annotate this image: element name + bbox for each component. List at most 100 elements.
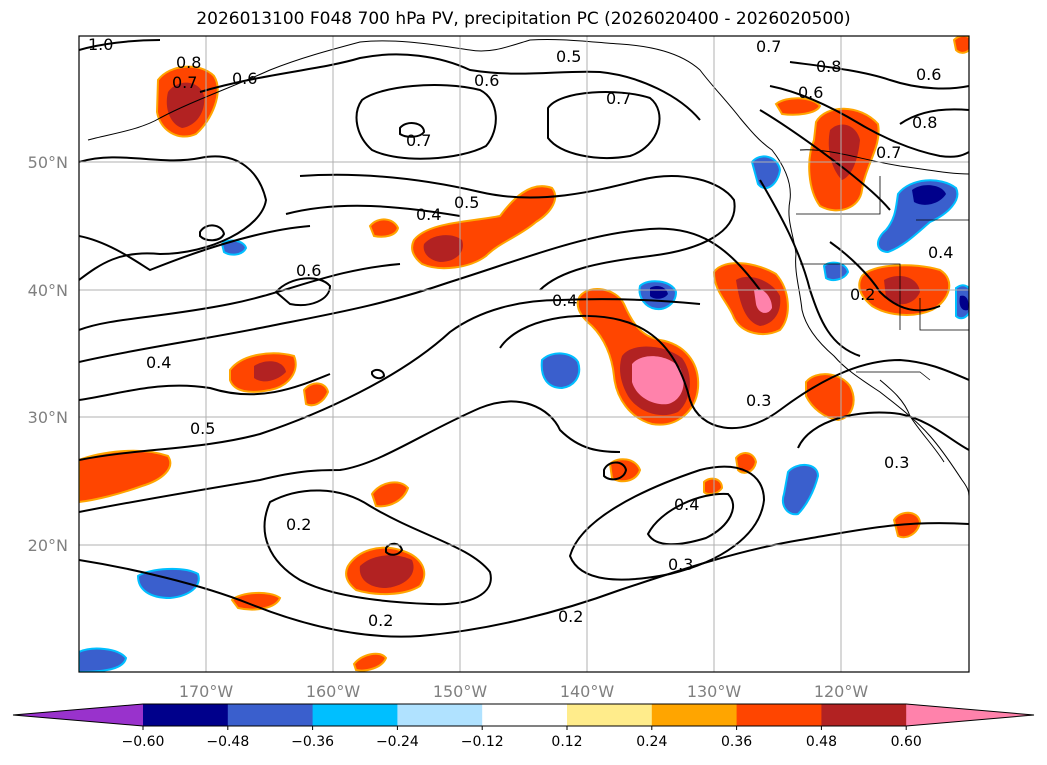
precip-positive-area [230, 592, 282, 611]
precip-negative-core [650, 286, 668, 299]
colorbar-segment [651, 704, 738, 726]
lon-label: 140°W [560, 682, 615, 701]
contour-label: 0.6 [296, 261, 321, 280]
precip-positive-max [754, 289, 772, 313]
pv-contours [79, 39, 969, 638]
precip-positive-area [302, 382, 330, 407]
map-frame [78, 35, 970, 673]
contour-label: 0.8 [912, 113, 937, 132]
colorbar-tick-label: 0.48 [806, 734, 837, 750]
pv-contour [79, 400, 621, 513]
lon-label: 120°W [814, 682, 869, 701]
contour-label: 0.5 [190, 419, 215, 438]
contour-label: 0.4 [674, 495, 699, 514]
contour-label: 0.3 [746, 391, 771, 410]
colorbar-segment [397, 704, 483, 726]
pv-contour [274, 277, 332, 306]
contour-label: 0.6 [916, 65, 941, 84]
precip-shading [79, 36, 969, 672]
pv-contour [568, 465, 766, 581]
contour-label: 0.6 [474, 71, 499, 90]
lat-label: 30°N [28, 408, 68, 427]
lon-labels: 170°W 160°W 150°W 140°W 130°W 120°W [179, 682, 869, 701]
precip-positive-area [734, 452, 758, 474]
pv-contour [899, 108, 969, 125]
precip-positive-core [254, 361, 286, 382]
precip-negative-area [782, 464, 820, 516]
colorbar-segment [143, 704, 229, 726]
contour-label: 0.7 [756, 37, 781, 56]
precip-positive-area [79, 449, 172, 504]
colorbar-tick-label: −0.12 [461, 734, 504, 750]
pv-contour [263, 489, 492, 606]
precip-negative-core [959, 295, 969, 311]
contour-label: 0.5 [454, 193, 479, 212]
lat-label: 50°N [28, 153, 68, 172]
pv-contour [79, 263, 401, 331]
precip-positive-area [370, 481, 410, 508]
precip-negative-area [220, 239, 248, 256]
colorbar-segment [482, 704, 568, 726]
contour-label: 0.7 [606, 89, 631, 108]
precip-negative-area [136, 567, 200, 600]
colorbar-tick-label: 0.12 [551, 734, 582, 750]
pv-contour [789, 61, 969, 90]
lon-label: 150°W [433, 682, 488, 701]
contour-label: 0.2 [558, 607, 583, 626]
contour-label: 0.4 [416, 205, 441, 224]
pv-contour [769, 85, 969, 158]
pv-contour [385, 542, 404, 556]
lon-label: 160°W [306, 682, 361, 701]
colorbar-segment [821, 704, 907, 726]
contour-label: 0.7 [876, 143, 901, 162]
contour-label: 0.8 [816, 57, 841, 76]
colorbar-segment [312, 704, 398, 726]
lon-label: 170°W [179, 682, 234, 701]
lon-label: 130°W [687, 682, 742, 701]
colorbar-tick-label: 0.36 [721, 734, 752, 750]
colorbar-tick-label: −0.36 [291, 734, 334, 750]
pv-contour [79, 225, 311, 272]
precip-positive-core [828, 124, 860, 180]
pv-contour [199, 53, 701, 121]
contour-label: 0.7 [406, 131, 431, 150]
pv-contour [829, 241, 941, 312]
colorbar-extend-low [13, 704, 143, 726]
pv-contour [299, 173, 736, 291]
colorbar-extend-high [906, 704, 1034, 726]
pv-contour [399, 122, 426, 138]
contour-label: 0.4 [552, 291, 577, 310]
colorbar-tick-label: −0.60 [122, 734, 165, 750]
contour-label: 0.4 [146, 353, 171, 372]
contour-label: 0.2 [286, 515, 311, 534]
contour-label: 0.6 [232, 69, 257, 88]
pv-contour-labels: 1.0 0.8 0.7 0.6 0.5 0.6 0.7 0.7 0.7 0.8 … [88, 36, 953, 630]
graticule [79, 36, 969, 672]
lat-labels: 50°N 40°N 30°N 20°N [28, 153, 68, 555]
colorbar-tick-label: −0.24 [376, 734, 419, 750]
colorbar-segment [227, 704, 314, 726]
precip-positive-area [703, 477, 724, 496]
precip-positive-core [359, 555, 414, 588]
contour-label: 0.6 [798, 83, 823, 102]
precip-positive-area [368, 218, 400, 238]
pv-contour [79, 155, 268, 281]
lat-label: 20°N [28, 536, 68, 555]
precip-negative-core [912, 185, 946, 205]
pv-contour [547, 91, 661, 159]
pv-contour [355, 84, 497, 160]
colorbar-tick-label: 0.24 [636, 734, 667, 750]
borders [796, 176, 969, 381]
colorbar: −0.60 −0.48 −0.36 −0.24 −0.12 0.12 0.24 0.36 0.4… [12, 703, 1035, 750]
pv-contour [79, 522, 969, 638]
contour-label: 0.2 [850, 285, 875, 304]
colorbar-segment [736, 704, 822, 726]
pv-contour [285, 204, 461, 217]
precip-positive-area [352, 652, 388, 672]
pv-contour [797, 411, 969, 451]
contour-label: 0.3 [884, 453, 909, 472]
contour-label: 0.2 [368, 611, 393, 630]
precip-negative-area [750, 155, 782, 189]
pv-contour [603, 461, 628, 481]
contour-label: 0.5 [556, 47, 581, 66]
